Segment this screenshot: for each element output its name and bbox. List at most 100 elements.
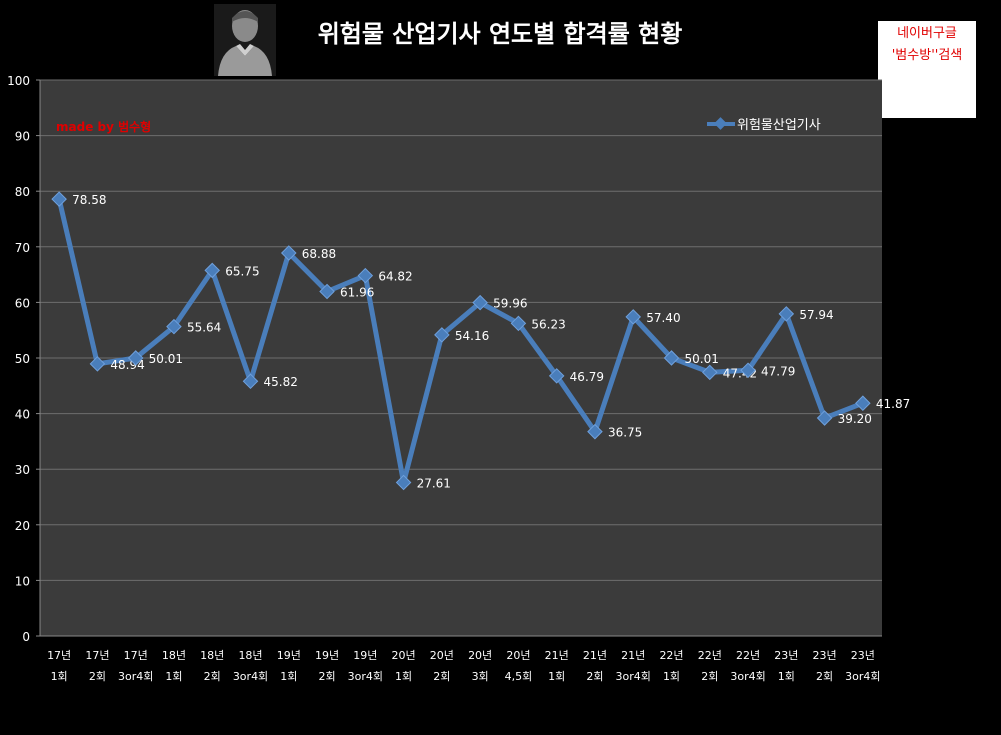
data-point [89, 356, 106, 372]
series-line: 78.58 48.94 50.01 55.64 65.75 45.82 68.88 61.96… [51, 191, 910, 491]
x-tick-label-year: 20년 [392, 649, 416, 662]
x-tick-label-round: 2회 [318, 670, 335, 683]
x-tick-label-year: 23년 [851, 649, 875, 662]
x-tick-label-year: 21년 [545, 649, 569, 662]
data-label: 27.61 [417, 476, 451, 490]
ad-line-1: 네이버구글 [897, 26, 957, 41]
x-tick-label-year: 22년 [698, 649, 722, 662]
y-tick-label: 90 [15, 130, 30, 144]
x-tick-label-year: 20년 [430, 649, 454, 662]
data-label: 45.82 [264, 375, 298, 389]
data-point [740, 362, 756, 379]
x-tick-label-year: 17년 [85, 649, 109, 662]
data-point [319, 283, 335, 300]
data-label: 54.16 [455, 329, 489, 343]
x-tick-label-year: 23년 [774, 649, 798, 662]
data-point [127, 350, 144, 366]
x-tick-label-year: 18년 [238, 649, 262, 662]
x-tick-label-round: 4,5회 [505, 670, 533, 683]
data-label: 55.64 [187, 321, 221, 335]
x-tick-label-round: 2회 [816, 670, 833, 683]
data-point [472, 294, 488, 311]
x-tick-label-round: 2회 [701, 670, 718, 683]
ad-box: 네이버구글 '범수방''검색 [878, 21, 976, 118]
x-tick-label-round: 1회 [280, 670, 297, 683]
x-tick-label-year: 18년 [200, 649, 224, 662]
data-point [663, 350, 680, 366]
data-point [778, 306, 795, 322]
data-point [357, 267, 374, 284]
data-label: 57.94 [799, 308, 833, 322]
plot-area [40, 80, 882, 636]
x-tick-label-round: 1회 [165, 670, 182, 683]
y-tick-label: 20 [15, 519, 30, 533]
y-tick-label: 70 [15, 241, 30, 255]
data-point [280, 245, 297, 261]
data-point [587, 423, 603, 440]
data-label: 78.58 [72, 193, 106, 207]
data-label: 48.94 [110, 358, 144, 372]
x-tick-label-year: 23년 [813, 649, 837, 662]
data-label: 50.01 [685, 352, 719, 366]
data-point [166, 318, 182, 335]
x-tick-label-round: 3or4회 [118, 670, 153, 683]
x-tick-label-round: 3or4회 [348, 670, 383, 683]
gridlines [40, 79, 882, 581]
data-label: 64.82 [378, 270, 412, 284]
data-label: 68.88 [302, 247, 336, 261]
y-tick-label: 50 [15, 352, 30, 366]
avatar-icon [214, 4, 276, 76]
data-label: 47.42 [723, 366, 757, 380]
series-polyline [56, 198, 864, 485]
y-tick-label: 30 [15, 463, 30, 477]
x-tick-label-year: 19년 [315, 649, 339, 662]
x-tick-label-year: 21년 [621, 649, 645, 662]
data-label: 50.01 [149, 352, 183, 366]
y-tick-label: 10 [15, 574, 30, 588]
x-tick-label-round: 2회 [204, 670, 221, 683]
x-tick-label-round: 1회 [51, 670, 68, 683]
x-tick-label-round: 2회 [586, 670, 603, 683]
x-tick-label-year: 20년 [468, 649, 492, 662]
watermark: made by 범수형 [56, 119, 151, 134]
x-axis: 17년 1회 17년 2회 17년 3or4회 18년 1회 18년 2회 18년 3or4회 19년 1… [40, 635, 882, 683]
x-tick-label-round: 3or4회 [845, 670, 880, 683]
legend-marker [714, 117, 727, 130]
x-tick-label-round: 1회 [663, 670, 680, 683]
x-tick-label-round: 1회 [778, 670, 795, 683]
x-tick-label-year: 18년 [162, 649, 186, 662]
data-label: 46.79 [570, 370, 604, 384]
x-tick-label-year: 22년 [659, 649, 683, 662]
x-tick-label-round: 2회 [433, 670, 450, 683]
data-label: 47.79 [761, 364, 795, 378]
data-label: 57.40 [646, 311, 680, 325]
data-label: 61.96 [340, 286, 374, 300]
data-point [855, 395, 871, 411]
x-tick-label-round: 1회 [395, 670, 412, 683]
y-tick-label: 0 [22, 630, 30, 644]
data-label: 56.23 [531, 317, 565, 331]
y-tick-label: 40 [15, 408, 30, 422]
data-point [625, 309, 642, 325]
ad-line-2: '범수방''검색 [891, 48, 963, 63]
data-point [548, 368, 565, 384]
data-point [395, 474, 412, 491]
y-tick-label: 100 [7, 74, 30, 88]
data-point [816, 410, 833, 426]
data-point [242, 373, 259, 390]
y-tick-label: 80 [15, 185, 30, 199]
x-tick-label-round: 3회 [472, 670, 489, 683]
x-tick-label-year: 21년 [583, 649, 607, 662]
x-tick-label-round: 2회 [89, 670, 106, 683]
x-tick-label-year: 19년 [277, 649, 301, 662]
x-tick-label-year: 17년 [47, 649, 71, 662]
x-tick-label-round: 1회 [548, 670, 565, 683]
legend: 위험물산업기사 [707, 117, 821, 133]
x-tick-label-year: 20년 [506, 649, 530, 662]
x-tick-label-round: 3or4회 [233, 670, 268, 683]
data-label: 65.75 [225, 264, 259, 278]
data-label: 41.87 [876, 397, 910, 411]
chart-title: 위험물 산업기사 연도별 합격률 현황 [317, 20, 683, 48]
